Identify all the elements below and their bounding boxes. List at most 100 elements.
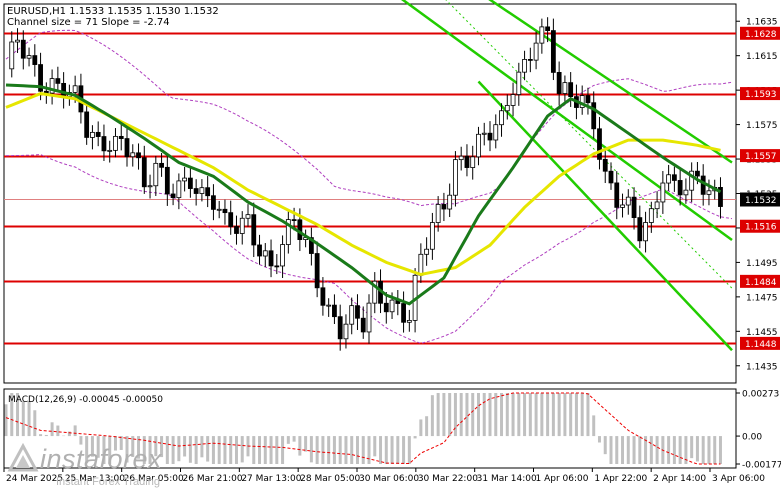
candle-body xyxy=(349,305,355,325)
candle-body xyxy=(211,195,216,210)
candle-body xyxy=(458,155,464,161)
y-tick-label: 1.1635 xyxy=(746,18,778,28)
candle-body xyxy=(153,162,159,187)
candle-body xyxy=(130,152,136,158)
x-tick-label: 2 Apr 14:00 xyxy=(653,474,706,484)
candle-body xyxy=(620,204,625,208)
candle-body xyxy=(406,320,412,323)
y-tick-label: 1.1475 xyxy=(746,293,778,303)
candle-body xyxy=(343,323,349,340)
candle-body xyxy=(182,177,188,182)
candle-body xyxy=(637,217,643,242)
candle-body xyxy=(429,222,435,250)
x-tick-label: 1 Apr 22:00 xyxy=(594,474,647,484)
current-price-tag xyxy=(740,192,780,207)
level-tag-label: 1.1516 xyxy=(745,223,777,233)
candle-body xyxy=(527,59,533,61)
candle-body xyxy=(308,237,314,254)
candle-body xyxy=(95,131,101,137)
candle-body xyxy=(660,182,666,203)
candle-body xyxy=(568,82,574,98)
candle-body xyxy=(199,187,205,194)
candle-body xyxy=(84,111,90,138)
macd-panel-border xyxy=(3,388,737,469)
candle-body xyxy=(499,110,504,126)
candle-body xyxy=(533,42,539,61)
candle-body xyxy=(510,94,516,106)
band-lower xyxy=(6,153,733,344)
y-tick-label: 1.1455 xyxy=(746,328,778,338)
candle-body xyxy=(556,72,562,94)
chart-symbol-label: EURUSD,H1 1.1533 1.1535 1.1530 1.1532 xyxy=(7,6,219,17)
candle-body xyxy=(245,214,251,219)
moving-averages xyxy=(5,83,722,306)
candle-body xyxy=(464,155,470,168)
candle-body xyxy=(32,55,38,65)
ma-slow-line xyxy=(5,92,721,277)
candle-body xyxy=(545,26,551,31)
watermark-tagline: Instant Forex Trading xyxy=(56,476,160,488)
candle-body xyxy=(389,299,395,313)
level-tag-label: 1.1448 xyxy=(745,340,777,350)
candle-body xyxy=(314,253,320,289)
bollinger-bands xyxy=(5,29,733,344)
candle-body xyxy=(20,39,26,59)
ma-fast-line xyxy=(5,83,722,306)
candle-body xyxy=(49,78,55,94)
candle-body xyxy=(666,174,672,184)
channel-line xyxy=(488,0,733,164)
x-tick-label: 27 Mar 13:00 xyxy=(241,474,301,484)
candle-body xyxy=(585,95,591,104)
candle-body xyxy=(648,208,654,223)
candle-body xyxy=(550,30,556,73)
candle-body xyxy=(677,180,683,196)
candle-body xyxy=(360,317,366,333)
candle-body xyxy=(228,212,234,227)
channel-line xyxy=(400,0,733,242)
instaforex-logo-icon xyxy=(7,443,39,472)
candle-body xyxy=(170,193,176,199)
x-tick-label: 26 Mar 21:00 xyxy=(183,474,243,484)
candle-body xyxy=(597,128,602,160)
candle-body xyxy=(101,136,107,152)
candle-body xyxy=(61,82,67,97)
candle-body xyxy=(695,170,700,177)
candle-body xyxy=(285,219,291,245)
candle-body xyxy=(441,204,447,210)
x-tick-label: 24 Mar 2025 xyxy=(6,474,63,484)
level-tag-label: 1.1557 xyxy=(745,152,777,162)
candle-body xyxy=(15,39,20,43)
level-tag xyxy=(740,274,780,288)
x-tick-label: 28 Mar 05:00 xyxy=(300,474,360,484)
instaforex-watermark: instaforex Instant Forex Trading xyxy=(6,443,163,488)
x-tick-label: 31 Mar 14:00 xyxy=(477,474,537,484)
macd-tick-label: 0.00 xyxy=(742,433,762,443)
candle-body xyxy=(113,135,118,151)
candle-body xyxy=(418,253,424,276)
y-tick-label: 1.1615 xyxy=(746,52,778,62)
candle-body xyxy=(268,250,274,267)
candle-body xyxy=(118,135,124,139)
level-tag-label: 1.1593 xyxy=(745,90,777,100)
level-tag xyxy=(740,219,780,233)
candle-body xyxy=(366,302,372,333)
watermark-brand: instaforex xyxy=(40,444,163,474)
candle-body xyxy=(424,248,430,255)
y-tick-label: 1.1575 xyxy=(746,121,778,131)
level-tag-label: 1.1484 xyxy=(745,278,777,288)
candle-body xyxy=(671,174,677,181)
candle-body xyxy=(251,214,257,246)
candle-body xyxy=(689,170,695,191)
x-tick-label: 1 Apr 06:00 xyxy=(536,474,589,484)
candle-body xyxy=(643,222,648,242)
candle-body xyxy=(614,182,620,208)
candle-body xyxy=(26,55,32,59)
x-tick-label: 30 Mar 06:00 xyxy=(359,474,419,484)
candle-body xyxy=(274,265,280,268)
candle-body xyxy=(205,187,211,197)
candle-body xyxy=(234,226,239,234)
candle-body xyxy=(447,194,453,210)
